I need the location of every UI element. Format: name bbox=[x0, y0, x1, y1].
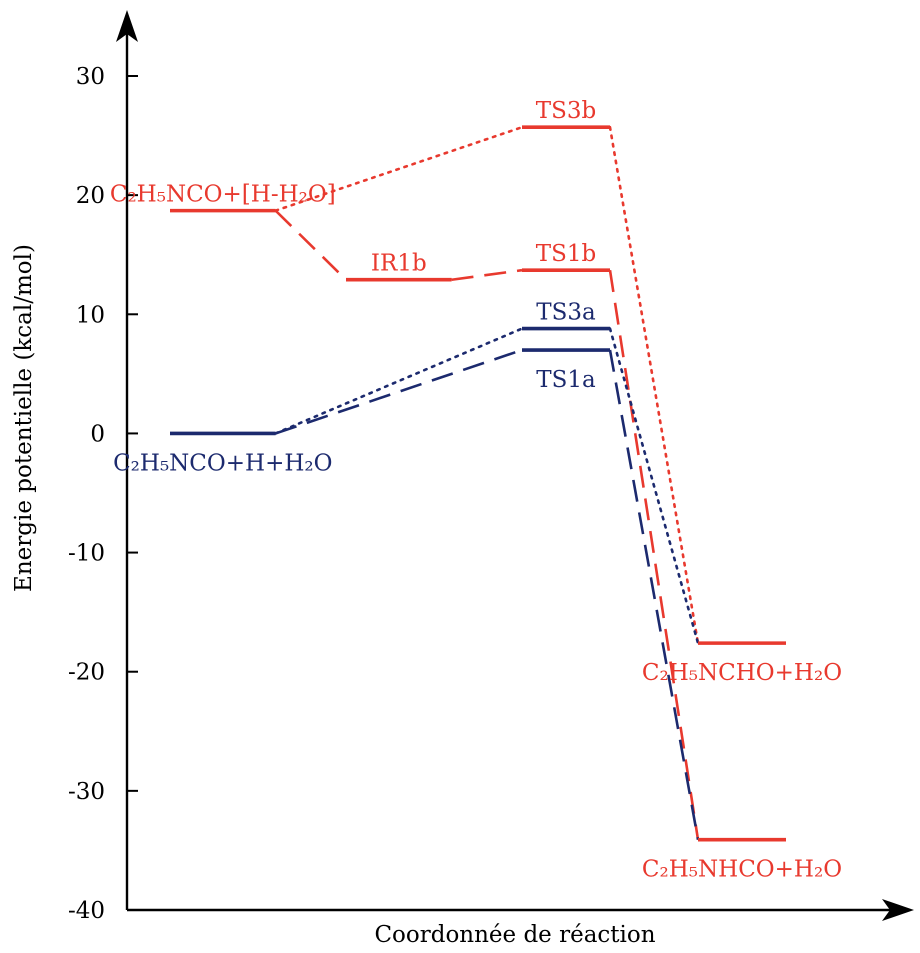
axes: Energie potentielle (kcal/mol) Coordonné… bbox=[11, 10, 914, 948]
y-tick-label: -40 bbox=[68, 898, 105, 924]
level-label-react-b: C₂H₅NCO+[H-H₂O] bbox=[110, 182, 336, 208]
level-label-prod-ncho: C₂H₅NCHO+H₂O bbox=[642, 660, 842, 686]
connectors bbox=[274, 125, 700, 840]
level-label-prod-nhco: C₂H₅NHCO+H₂O bbox=[642, 857, 842, 883]
y-tick-label: 10 bbox=[76, 302, 105, 328]
y-tick-label: 0 bbox=[90, 421, 105, 447]
level-labels: C₂H₅NCO+[H-H₂O] C₂H₅NCO+H+H₂O IR1b TS3b TS1b… bbox=[110, 98, 842, 882]
connector-react-a-to-ts1a bbox=[275, 348, 523, 435]
y-tick-label: 20 bbox=[76, 183, 105, 209]
y-tick-label: -10 bbox=[68, 541, 105, 567]
connector-react-b-to-ts3b bbox=[274, 125, 524, 212]
level-label-ts1b: TS1b bbox=[536, 241, 596, 267]
x-axis-arrowhead bbox=[882, 899, 914, 921]
y-axis-arrowhead bbox=[116, 10, 138, 42]
connector-ts3a-to-prod-ncho bbox=[608, 327, 700, 645]
y-tick-label: 30 bbox=[76, 64, 105, 90]
y-ticks: -40 -30 -20 -10 0 10 20 30 bbox=[68, 64, 138, 924]
energy-levels bbox=[170, 125, 786, 842]
connector-react-b-to-ir1b bbox=[274, 209, 347, 281]
y-tick-label: -20 bbox=[68, 660, 105, 686]
connector-ts3b-to-prod-ncho bbox=[608, 125, 700, 645]
level-label-ts3b: TS3b bbox=[536, 98, 596, 124]
level-label-ts1a: TS1a bbox=[536, 367, 596, 393]
y-tick-label: -30 bbox=[68, 779, 105, 805]
connector-ir1b-to-ts1b bbox=[451, 268, 523, 282]
level-label-ir1b: IR1b bbox=[371, 251, 427, 277]
level-label-ts3a: TS3a bbox=[536, 300, 596, 326]
connector-ts1b-to-prod-nhco bbox=[608, 270, 700, 840]
level-label-react-a: C₂H₅NCO+H+H₂O bbox=[113, 450, 332, 476]
x-axis-label: Coordonnée de réaction bbox=[374, 922, 655, 948]
connector-ts1a-to-prod-nhco bbox=[608, 349, 700, 840]
y-axis-label: Energie potentielle (kcal/mol) bbox=[11, 244, 37, 592]
connector-react-a-to-ts3a bbox=[274, 327, 524, 435]
